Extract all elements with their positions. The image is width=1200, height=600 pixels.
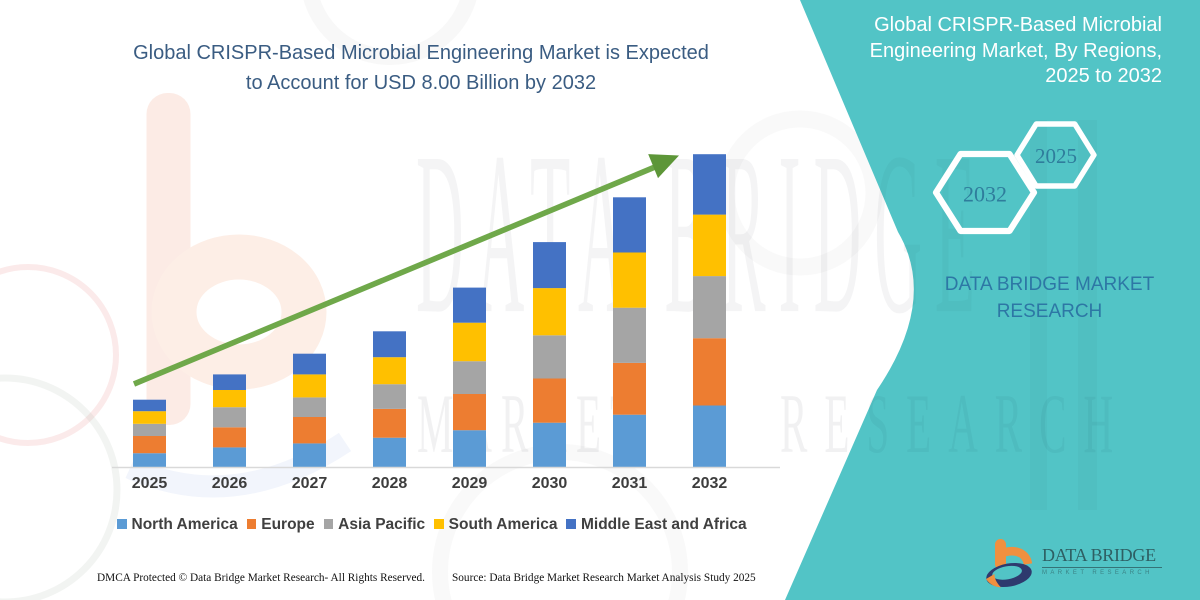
svg-text:2025: 2025 [1035, 144, 1077, 168]
svg-text:MARKET: MARKET [417, 378, 644, 471]
svg-text:2032: 2032 [963, 182, 1007, 207]
